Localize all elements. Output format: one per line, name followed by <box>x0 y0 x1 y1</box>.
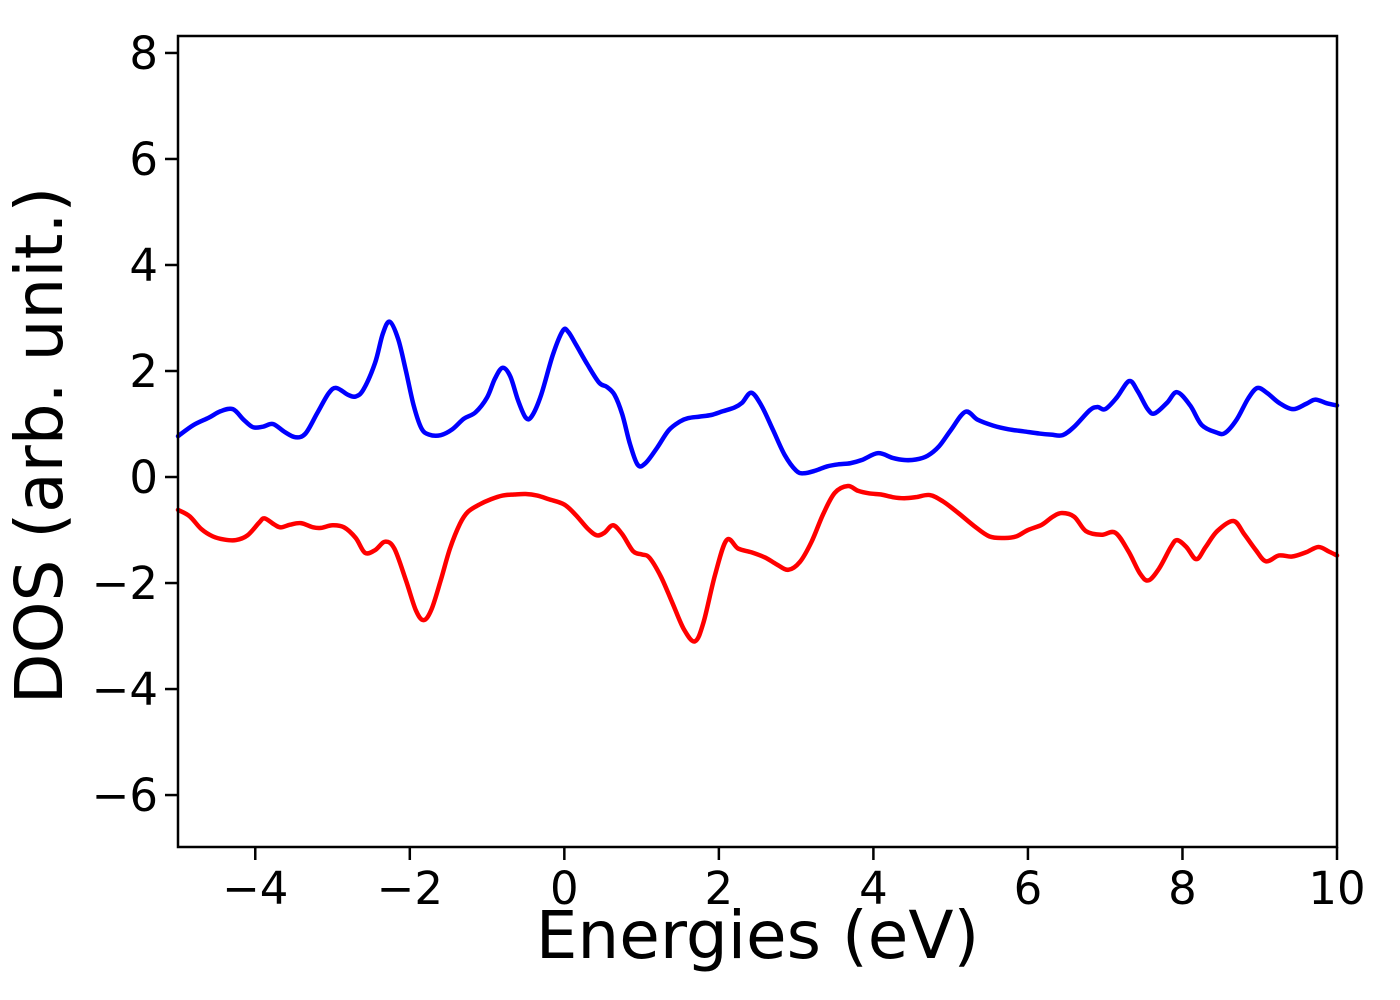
x-axis-ticks: −4 −2 0 2 4 6 8 10 <box>222 847 1366 915</box>
plot-background <box>178 36 1337 847</box>
x-tick-label: 10 <box>1308 862 1365 915</box>
x-tick-label: −4 <box>222 862 288 915</box>
x-tick-label: 4 <box>859 862 888 915</box>
y-axis-label: DOS (arb. unit.) <box>1 187 78 704</box>
x-tick-label: −2 <box>377 862 443 915</box>
y-tick-label: 4 <box>129 239 158 292</box>
x-tick-label: 6 <box>1014 862 1043 915</box>
y-tick-label: −2 <box>92 557 158 610</box>
y-tick-label: 8 <box>129 27 158 80</box>
y-tick-label: 6 <box>129 133 158 186</box>
y-tick-label: −6 <box>92 769 158 822</box>
plot-frame <box>176 34 1339 849</box>
spin-down-dos-curve <box>175 483 1340 644</box>
curves-group <box>175 319 1340 644</box>
x-tick-label: 2 <box>705 862 734 915</box>
y-tick-label: −4 <box>92 663 158 716</box>
x-tick-label: 0 <box>550 862 579 915</box>
y-axis-ticks: 8 6 4 2 0 −2 −4 −6 <box>92 27 178 822</box>
x-tick-label: 8 <box>1168 862 1197 915</box>
spin-up-dos-curve <box>175 319 1340 476</box>
y-tick-label: 0 <box>129 451 158 504</box>
y-tick-label: 2 <box>129 345 158 398</box>
x-axis-label: Energies (eV) <box>536 897 980 974</box>
